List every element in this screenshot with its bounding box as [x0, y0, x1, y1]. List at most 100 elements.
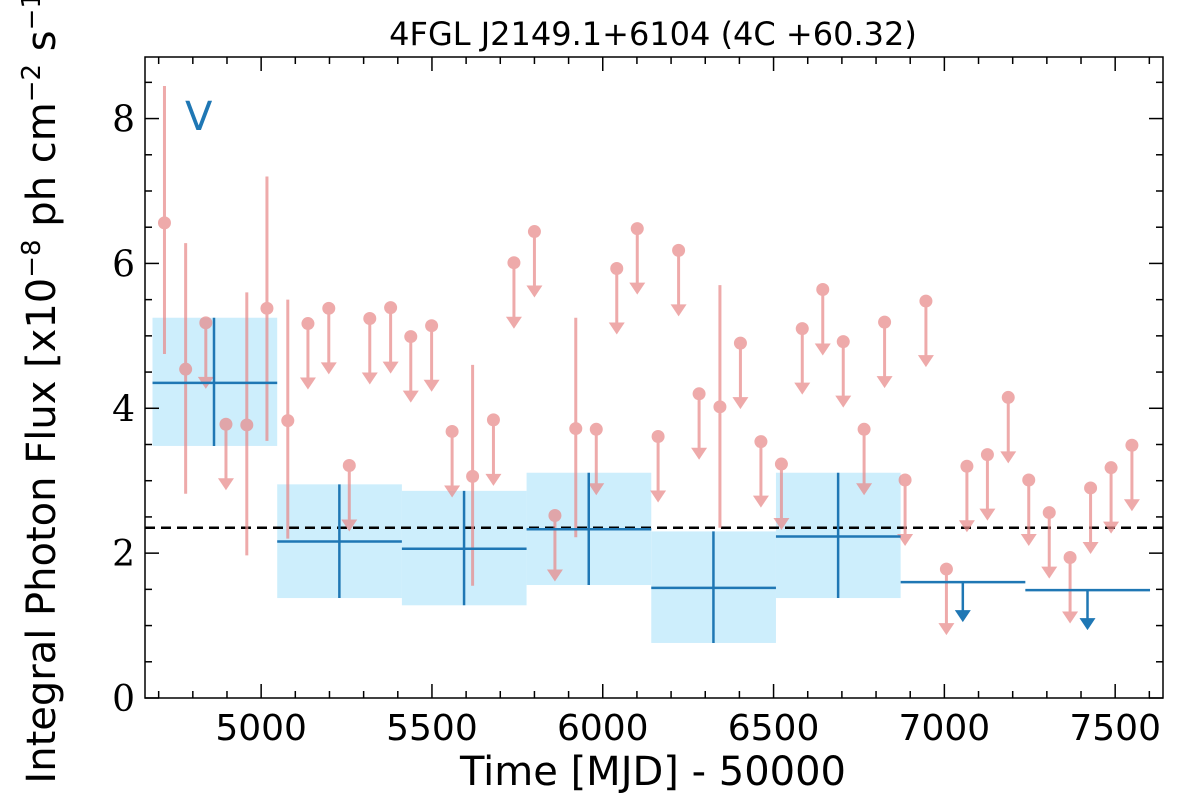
y-axis-label-exp3: −1 [17, 0, 47, 30]
fine-marker-23 [630, 222, 644, 236]
fine-point-44 [1062, 550, 1079, 624]
fine-point-33 [835, 335, 852, 408]
y-axis-label: Integral Photon Flux [x10−8 ph cm−2 s−1] [17, 0, 65, 784]
fine-ul-arrow-30 [773, 518, 790, 531]
fine-ul-arrow-36 [897, 533, 914, 546]
fine-point-45 [1082, 481, 1099, 554]
fine-marker-46 [1104, 461, 1118, 475]
fine-marker-19 [548, 508, 562, 522]
fine-point-1 [179, 243, 193, 494]
fine-marker-34 [857, 422, 871, 436]
fine-point-27 [713, 285, 727, 528]
fine-point-38 [938, 562, 955, 636]
fine-point-13 [423, 319, 440, 392]
fine-ul-arrow-44 [1062, 611, 1079, 624]
fine-marker-30 [774, 457, 788, 471]
coarse-bin-3 [526, 472, 652, 586]
fine-point-16 [485, 413, 502, 486]
coarse-bin-7 [1025, 588, 1151, 631]
fine-marker-10 [363, 311, 377, 325]
fine-point-25 [670, 243, 687, 317]
x-tick-label-1: 5500 [386, 708, 478, 749]
fine-point-11 [382, 301, 399, 374]
fine-ul-arrow-29 [752, 495, 769, 508]
fine-ul-arrow-33 [835, 395, 852, 408]
fine-ul-arrow-11 [382, 361, 399, 374]
fine-marker-37 [919, 294, 933, 308]
fine-point-41 [1000, 390, 1017, 464]
fine-marker-11 [384, 301, 398, 315]
fine-point-28 [732, 336, 749, 410]
fine-marker-4 [240, 418, 254, 432]
fine-marker-35 [878, 315, 892, 329]
fine-marker-2 [199, 316, 213, 330]
x-axis-ticks: 5000 5500 6000 6500 7000 7500 [157, 57, 1161, 749]
fine-marker-8 [322, 301, 336, 315]
x-tick-label-2: 6000 [557, 708, 649, 749]
fine-marker-5 [260, 301, 274, 315]
fine-point-46 [1103, 461, 1120, 534]
fine-marker-40 [980, 448, 994, 462]
fine-ul-arrow-46 [1103, 521, 1120, 534]
fine-marker-20 [569, 422, 583, 436]
fine-point-19 [546, 508, 563, 582]
fine-marker-9 [342, 459, 356, 473]
coarse-ul-arrow-6 [954, 610, 971, 623]
fine-marker-3 [219, 417, 233, 431]
fine-marker-36 [898, 473, 912, 487]
fine-point-24 [650, 430, 667, 503]
fine-ul-arrow-17 [505, 316, 522, 329]
fine-point-21 [588, 422, 605, 496]
fine-marker-22 [610, 261, 624, 275]
y-axis-ticks: 0 2 4 6 8 [112, 81, 1163, 720]
fine-point-29 [752, 435, 769, 508]
fine-ul-arrow-31 [794, 382, 811, 395]
fine-ul-arrow-41 [1000, 451, 1017, 464]
fine-ul-arrow-23 [629, 282, 646, 295]
fine-ul-arrow-37 [917, 355, 934, 368]
fine-ul-arrow-39 [958, 520, 975, 533]
y-axis-label-mid: ph cm [19, 102, 65, 239]
fine-point-17 [505, 256, 522, 329]
fine-point-0 [157, 85, 171, 354]
y-tick-label-4: 8 [112, 100, 135, 141]
fine-marker-13 [425, 319, 439, 333]
panel-label: V [185, 94, 213, 140]
fine-point-31 [794, 322, 811, 395]
fine-ul-arrow-21 [588, 483, 605, 496]
fine-marker-33 [836, 335, 850, 349]
fine-ul-arrow-25 [670, 304, 687, 317]
fine-point-36 [897, 473, 914, 546]
y-tick-label-0: 0 [112, 679, 135, 720]
fine-point-40 [979, 448, 996, 521]
fine-point-7 [299, 317, 316, 390]
fine-marker-7 [301, 317, 315, 331]
fine-marker-38 [939, 562, 953, 576]
fine-marker-43 [1042, 506, 1056, 520]
fine-marker-18 [527, 225, 541, 239]
y-tick-label-1: 2 [112, 534, 135, 575]
coarse-bin-2 [401, 490, 527, 606]
fine-point-22 [608, 261, 625, 335]
fine-point-47 [1123, 438, 1140, 512]
fine-ul-arrow-7 [299, 377, 316, 390]
fine-ul-arrow-40 [979, 508, 996, 521]
fine-point-26 [691, 387, 708, 460]
x-tick-label-3: 6500 [728, 708, 820, 749]
coarse-bin-1 [277, 484, 402, 599]
fine-ul-arrow-12 [402, 390, 419, 403]
fine-marker-12 [404, 330, 418, 344]
fine-ul-arrow-22 [608, 322, 625, 335]
fine-marker-26 [692, 387, 706, 401]
fine-marker-1 [179, 362, 193, 376]
y-axis-label-exp1: −8 [17, 239, 47, 277]
fine-point-9 [341, 459, 358, 532]
y-axis-label-prefix: Integral Photon Flux [x10 [19, 278, 65, 784]
fine-marker-42 [1022, 473, 1036, 487]
fine-ul-arrow-13 [423, 379, 440, 392]
fine-ul-arrow-47 [1123, 499, 1140, 512]
fine-ul-arrow-26 [691, 447, 708, 460]
y-tick-label-2: 4 [112, 389, 135, 430]
chart-title: 4FGL J2149.1+6104 (4C +60.32) [389, 15, 917, 53]
